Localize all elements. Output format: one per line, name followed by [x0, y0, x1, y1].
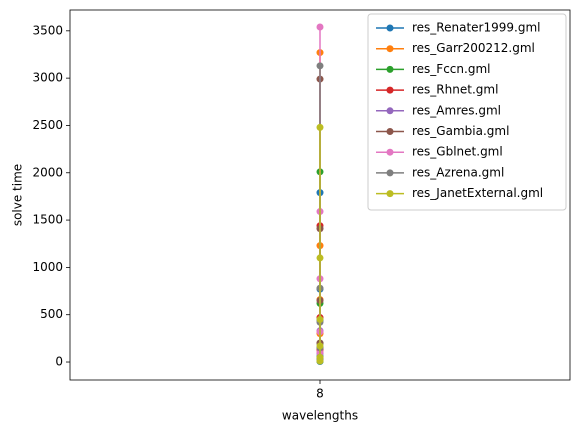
- y-tick-label: 2500: [32, 118, 63, 132]
- x-axis-label: wavelengths: [282, 409, 358, 423]
- legend-label: res_Amres.gml: [412, 103, 501, 117]
- legend-label: res_Gblnet.gml: [412, 145, 503, 159]
- legend-label: res_Rhnet.gml: [412, 83, 498, 97]
- point: [316, 342, 324, 350]
- plot-frame: [69, 9, 571, 381]
- legend-marker: [386, 148, 394, 156]
- legend-label: res_Azrena.gml: [412, 165, 504, 179]
- point: [316, 23, 324, 31]
- legend-label: res_Renater1999.gml: [412, 21, 540, 35]
- point: [316, 62, 324, 70]
- legend-label: res_Gambia.gml: [412, 124, 509, 138]
- legend-marker: [386, 107, 394, 115]
- y-tick-label: 2000: [32, 165, 63, 179]
- legend-marker: [386, 128, 394, 135]
- x-tick-label: 8: [316, 387, 324, 401]
- legend-box: [367, 13, 567, 211]
- y-tick-label: 1000: [32, 260, 63, 274]
- point: [316, 123, 324, 131]
- legend-label: res_JanetExternal.gml: [412, 186, 543, 200]
- y-tick-label: 1500: [32, 213, 63, 227]
- legend-marker: [386, 190, 394, 198]
- y-axis-label: solve time: [11, 164, 25, 226]
- y-tick-label: 500: [40, 307, 63, 321]
- y-tick-label: 0: [55, 355, 63, 369]
- point: [316, 254, 324, 262]
- point: [316, 357, 324, 365]
- legend-marker: [386, 65, 394, 73]
- legend-marker: [386, 86, 394, 94]
- legend-marker: [386, 24, 394, 32]
- y-tick-label: 3000: [32, 71, 63, 85]
- legend-label: res_Garr200212.gml: [412, 41, 535, 55]
- y-tick-label: 3500: [32, 23, 63, 37]
- point: [316, 315, 324, 323]
- legend-label: res_Fccn.gml: [412, 62, 490, 76]
- legend-marker: [386, 45, 394, 53]
- legend-marker: [386, 169, 394, 177]
